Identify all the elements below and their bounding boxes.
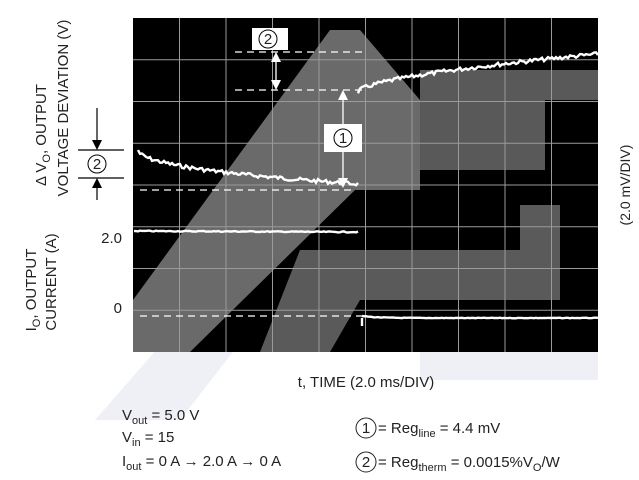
- arrowhead: [92, 140, 102, 150]
- legend-marker: 2: [362, 454, 370, 471]
- callout: 2: [93, 156, 101, 173]
- legend-text: = Regtherm = 0.0015%VO/W: [378, 454, 561, 474]
- arrowhead: [92, 178, 102, 188]
- callout: 1: [339, 130, 347, 147]
- trace: [356, 51, 599, 94]
- y-axis-label: Δ VO, OUTPUT: [33, 84, 53, 186]
- condition: Vout = 5.0 V: [122, 407, 199, 427]
- callout-circle: [258, 29, 278, 49]
- callout-circle: [333, 128, 353, 148]
- arrowhead: [338, 178, 348, 188]
- legend-text: = Regline = 4.4 mV: [378, 420, 500, 440]
- x-axis-label: t, TIME (2.0 ms/DIV): [298, 374, 434, 391]
- tick-label: 2.0: [101, 230, 122, 247]
- watermark: [133, 30, 420, 352]
- condition: Iout = 0 A → 2.0 A → 0 A: [122, 453, 281, 473]
- y-axis-label: IO, OUTPUT: [23, 249, 43, 332]
- y-scale-label: (2.0 mV/DIV): [617, 145, 633, 226]
- condition: Vin = 15: [122, 429, 174, 449]
- trace: [136, 149, 359, 187]
- watermark: [260, 205, 560, 352]
- y-axis-label: VOLTAGE DEVIATION (V): [55, 20, 72, 197]
- watermark: [420, 352, 598, 380]
- arrowhead: [271, 80, 281, 90]
- watermark: [420, 70, 598, 170]
- legend-circle: [355, 417, 377, 439]
- trace: [361, 314, 599, 320]
- legend-circle: [355, 451, 377, 473]
- arrowhead: [271, 52, 281, 62]
- callout-circle: [87, 154, 107, 174]
- legend-marker: 1: [362, 420, 370, 437]
- trace: [133, 229, 359, 234]
- tick-label: 0: [114, 300, 122, 317]
- callout: 2: [264, 31, 272, 48]
- y-axis-label: CURRENT (A): [43, 233, 60, 330]
- arrowhead: [338, 90, 348, 100]
